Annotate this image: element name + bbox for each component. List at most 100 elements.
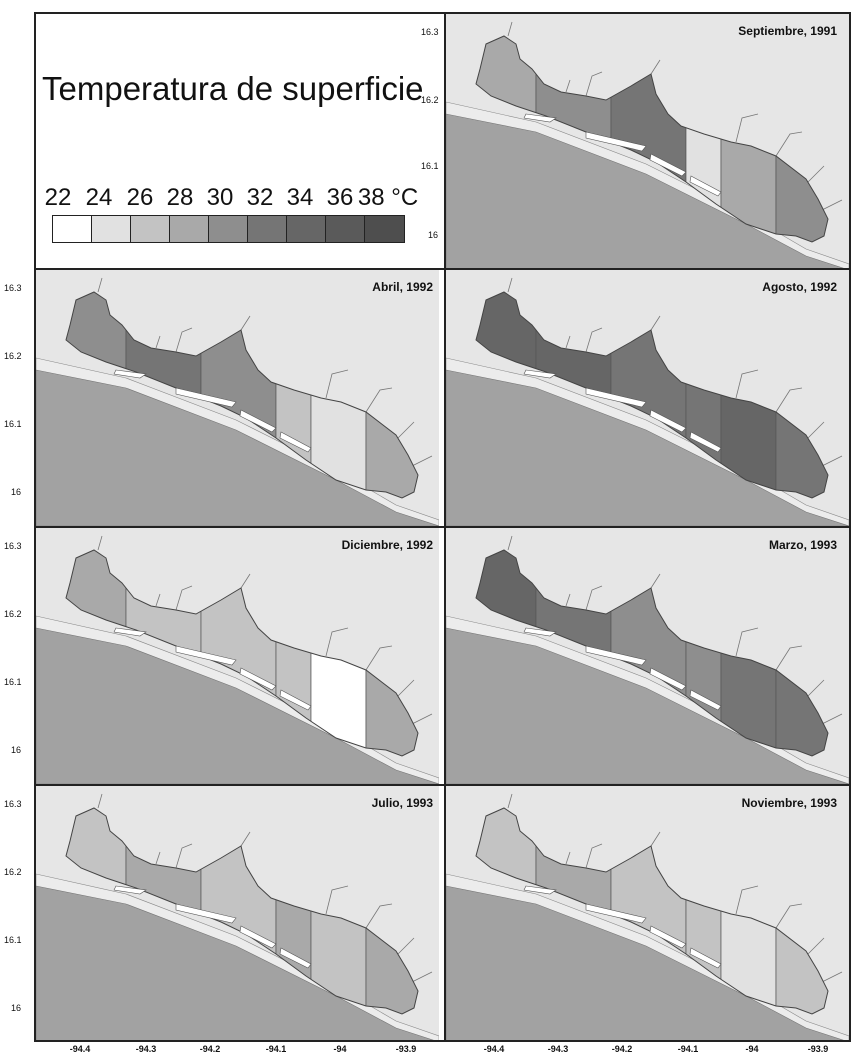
river-line: [155, 335, 161, 349]
river-line: [325, 885, 349, 915]
legend-labels: 22 24 26 28 30 32 34 36 38 °C: [44, 184, 426, 214]
river-line: [97, 277, 103, 293]
y-tick-label: 16.2: [4, 351, 22, 361]
x-tick-label: -94.1: [265, 1044, 287, 1054]
legend-title: Temperatura de superficie: [42, 70, 424, 107]
panel-title: Agosto, 1992: [762, 280, 837, 294]
panel-title: Septiembre, 1991: [738, 24, 837, 38]
river-line: [365, 645, 393, 671]
river-line: [411, 455, 433, 467]
sea-area: [446, 113, 844, 268]
sea-area: [36, 885, 434, 1040]
river-line: [650, 59, 661, 75]
river-line: [155, 593, 161, 607]
y-tick-label: 16: [11, 745, 22, 755]
river-line: [775, 645, 803, 671]
barrier-island: [523, 113, 557, 123]
river-line: [807, 937, 825, 955]
barrier-island: [239, 925, 277, 949]
river-line: [735, 885, 759, 915]
river-line: [775, 387, 803, 413]
river-line: [565, 593, 571, 607]
y-tick-label: 16.1: [4, 419, 22, 429]
barrier-island: [113, 627, 147, 637]
barrier-island: [239, 409, 277, 433]
barrier-island: [649, 153, 687, 177]
sea-area: [36, 369, 439, 526]
lagoon-map: [446, 786, 849, 1040]
panel-title: Noviembre, 1993: [741, 796, 837, 810]
river-line: [397, 679, 415, 697]
lagoon-outline: [65, 807, 419, 1015]
river-line: [175, 843, 193, 869]
map-panel-aug-1992: Agosto, 1992: [446, 270, 849, 526]
river-line: [397, 937, 415, 955]
barrier-island: [279, 689, 312, 711]
river-line: [775, 131, 803, 157]
y-tick-label: 16.3: [421, 27, 439, 37]
river-line: [821, 199, 843, 211]
river-line: [807, 679, 825, 697]
panel-title: Diciembre, 1992: [341, 538, 433, 552]
lagoon-outline: [475, 35, 829, 243]
legend-swatch: [170, 216, 209, 242]
barrier-island: [585, 131, 647, 152]
legend-label: 24: [85, 184, 113, 211]
barrier-island: [689, 431, 722, 453]
barrier-island: [113, 885, 147, 895]
map-panel-sep-1991: Septiembre, 1991: [446, 14, 849, 268]
y-tick-label: 16: [11, 1003, 22, 1013]
river-line: [807, 421, 825, 439]
barrier-island: [649, 409, 687, 433]
river-line: [585, 585, 603, 611]
legend-label: 22: [44, 184, 72, 211]
x-tick-label: -94.1: [677, 1044, 699, 1054]
y-tick-label: 16.3: [4, 541, 22, 551]
river-line: [735, 113, 759, 143]
y-tick-label: 16: [428, 230, 439, 240]
lagoon-map: [446, 528, 849, 784]
panel-divider-horizontal: [34, 268, 851, 270]
legend-label: 32: [246, 184, 274, 211]
legend-swatch: [326, 216, 365, 242]
river-line: [365, 903, 393, 929]
river-line: [650, 573, 661, 589]
lagoon-map: [36, 786, 439, 1040]
river-line: [807, 165, 825, 183]
river-line: [585, 71, 603, 97]
river-line: [97, 535, 103, 551]
y-tick-label: 16.1: [4, 935, 22, 945]
legend-label: 36: [326, 184, 354, 211]
map-panel-nov-1993: Noviembre, 1993: [446, 786, 849, 1040]
y-tick-label: 16.2: [4, 609, 22, 619]
river-line: [97, 793, 103, 809]
river-line: [585, 843, 603, 869]
sea-area: [446, 627, 849, 784]
river-line: [365, 387, 393, 413]
river-line: [565, 335, 571, 349]
river-line: [821, 971, 843, 983]
x-tick-label: -94: [333, 1044, 347, 1054]
sea-area: [446, 369, 849, 526]
river-line: [507, 21, 513, 37]
river-line: [411, 713, 433, 725]
lagoon-outline: [475, 291, 829, 499]
x-tick-label: -93.9: [807, 1044, 829, 1054]
lagoon-map: [36, 528, 439, 784]
legend-label: 28: [166, 184, 194, 211]
legend-swatch: [53, 216, 92, 242]
river-line: [325, 627, 349, 657]
map-panel-mar-1993: Marzo, 1993: [446, 528, 849, 784]
lagoon-outline: [65, 291, 419, 499]
barrier-island: [279, 431, 312, 453]
x-tick-label: -94.2: [611, 1044, 633, 1054]
barrier-island: [175, 903, 237, 924]
panel-title: Marzo, 1993: [768, 538, 837, 552]
barrier-island: [523, 627, 557, 637]
panel-title: Abril, 1992: [372, 280, 433, 294]
lagoon-map: [446, 14, 849, 268]
legend-swatch: [209, 216, 248, 242]
legend-swatch: [131, 216, 170, 242]
river-line: [821, 455, 843, 467]
river-line: [240, 831, 251, 847]
